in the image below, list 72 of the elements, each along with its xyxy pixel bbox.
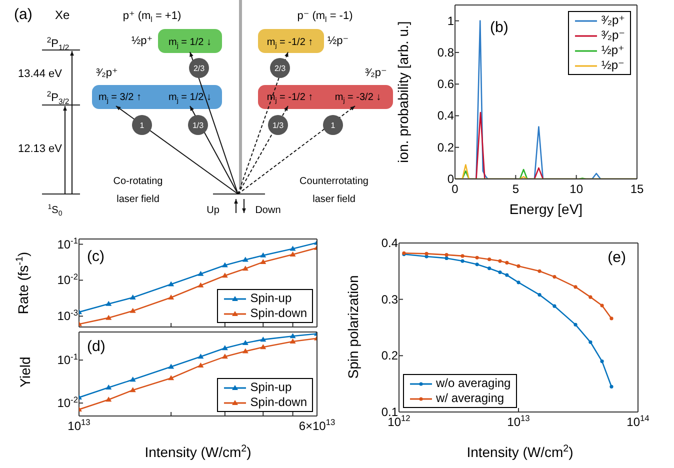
y-tick-label: 10$^{-1}$ (57, 351, 78, 368)
text: Up (206, 205, 220, 216)
y-tick-label: 0.2 (381, 348, 398, 363)
text: Xe (55, 8, 70, 22)
legend-label: ½p⁻ (601, 58, 624, 73)
annotation: (b) (490, 19, 508, 36)
text: m$_{j}$ = 3/2 ↑ (98, 92, 142, 104)
text: laser field (312, 194, 356, 205)
text: Down (255, 205, 281, 216)
x-tick-label: 10$^{13}$ (507, 413, 530, 429)
legend-label: ½p⁺ (601, 43, 624, 58)
text: 1 (140, 121, 145, 130)
x-axis-title: Intensity (W/cm$^{2}$) (144, 443, 252, 460)
legend-label: ³⁄₂p⁻ (601, 28, 625, 43)
y-tick-label: 10$^{-2}$ (57, 394, 78, 410)
text: $^{2}$P$_{1/2}$ (46, 36, 70, 52)
annotation: (d) (87, 338, 106, 355)
y-axis-title: Yield (17, 356, 33, 388)
text: ½p⁺ (131, 35, 153, 47)
y-axis-title: ion. probability [arb. u.] (395, 21, 411, 163)
text: ³⁄₂p⁺ (96, 67, 118, 79)
x-tick-label: 15 (630, 182, 644, 196)
y-tick-label: 0.3 (381, 292, 398, 306)
annotation: (e) (608, 249, 626, 266)
y-tick-label: 0.2 (437, 140, 454, 154)
text: m$_{j}$ = 1/2 ↓ (168, 92, 212, 104)
text: m$_{j}$ = 1/2 ↓ (168, 37, 212, 50)
legend-label: ³⁄₂p⁺ (601, 13, 625, 28)
text: p⁻ (m$_{l}$ = -1) (297, 10, 353, 24)
text: Counterrotating (300, 176, 368, 187)
legend-label: Spin-down (250, 306, 307, 321)
y-tick-label: 0.6 (437, 77, 454, 92)
y-tick-label: 0.8 (437, 45, 454, 60)
text: Co-rotating (113, 176, 163, 187)
annotation: (c) (87, 248, 104, 265)
text: m$_{j}$ = -3/2 ↓ (334, 92, 382, 104)
x-tick-label: 10$^{13}$ (68, 417, 91, 433)
y-tick-label: 0 (447, 172, 454, 186)
text: ½p⁻ (327, 35, 349, 47)
text: p⁺ (m$_{l}$ = +1) (122, 10, 182, 24)
legend-label: w/ averaging (436, 391, 504, 406)
x-tick-label: 5 (512, 182, 520, 196)
text: m$_{j}$ = -1/2 ↑ (266, 37, 314, 50)
text: 1 (330, 121, 336, 130)
y-tick-label: 0.4 (381, 236, 398, 250)
text: $^{1}$S$_{0}$ (48, 204, 62, 218)
x-tick-label: 10 (570, 182, 584, 196)
x-axis-title: Energy [eV] (509, 201, 583, 217)
text: 1/3 (272, 121, 284, 130)
text: 1/3 (192, 121, 204, 130)
y-tick-label: 10$^{-2}$ (57, 271, 78, 288)
y-tick-label: 1 (447, 14, 454, 28)
text: laser field (116, 194, 160, 205)
text: 2/3 (274, 64, 286, 73)
text: 13.44 eV (18, 68, 63, 80)
text: $^{2}$P$_{3/2}$ (46, 90, 70, 106)
text: 12.13 eV (18, 143, 63, 155)
text: m$_{j}$ = -1/2 ↑ (266, 92, 314, 104)
x-tick-label: 6×10$^{13}$ (298, 417, 336, 433)
x-axis-title: Intensity (W/cm$^{2}$) (466, 443, 574, 460)
y-tick-label: 10$^{-1}$ (57, 235, 78, 252)
legend-label: Spin-down (250, 395, 307, 410)
text: ³⁄₂p⁻ (365, 67, 388, 79)
text: (a) (14, 6, 32, 23)
legend-label: Spin-up (250, 380, 292, 395)
text: 2/3 (193, 64, 206, 73)
legend-label: w/o averaging (436, 376, 511, 391)
y-axis-title: Spin polarization (345, 275, 361, 379)
legend-label: Spin-up (250, 291, 292, 306)
x-tick-label: 10$^{14}$ (626, 413, 650, 429)
y-tick-label: 0.4 (437, 108, 454, 123)
y-tick-label: 10$^{-3}$ (57, 307, 78, 324)
